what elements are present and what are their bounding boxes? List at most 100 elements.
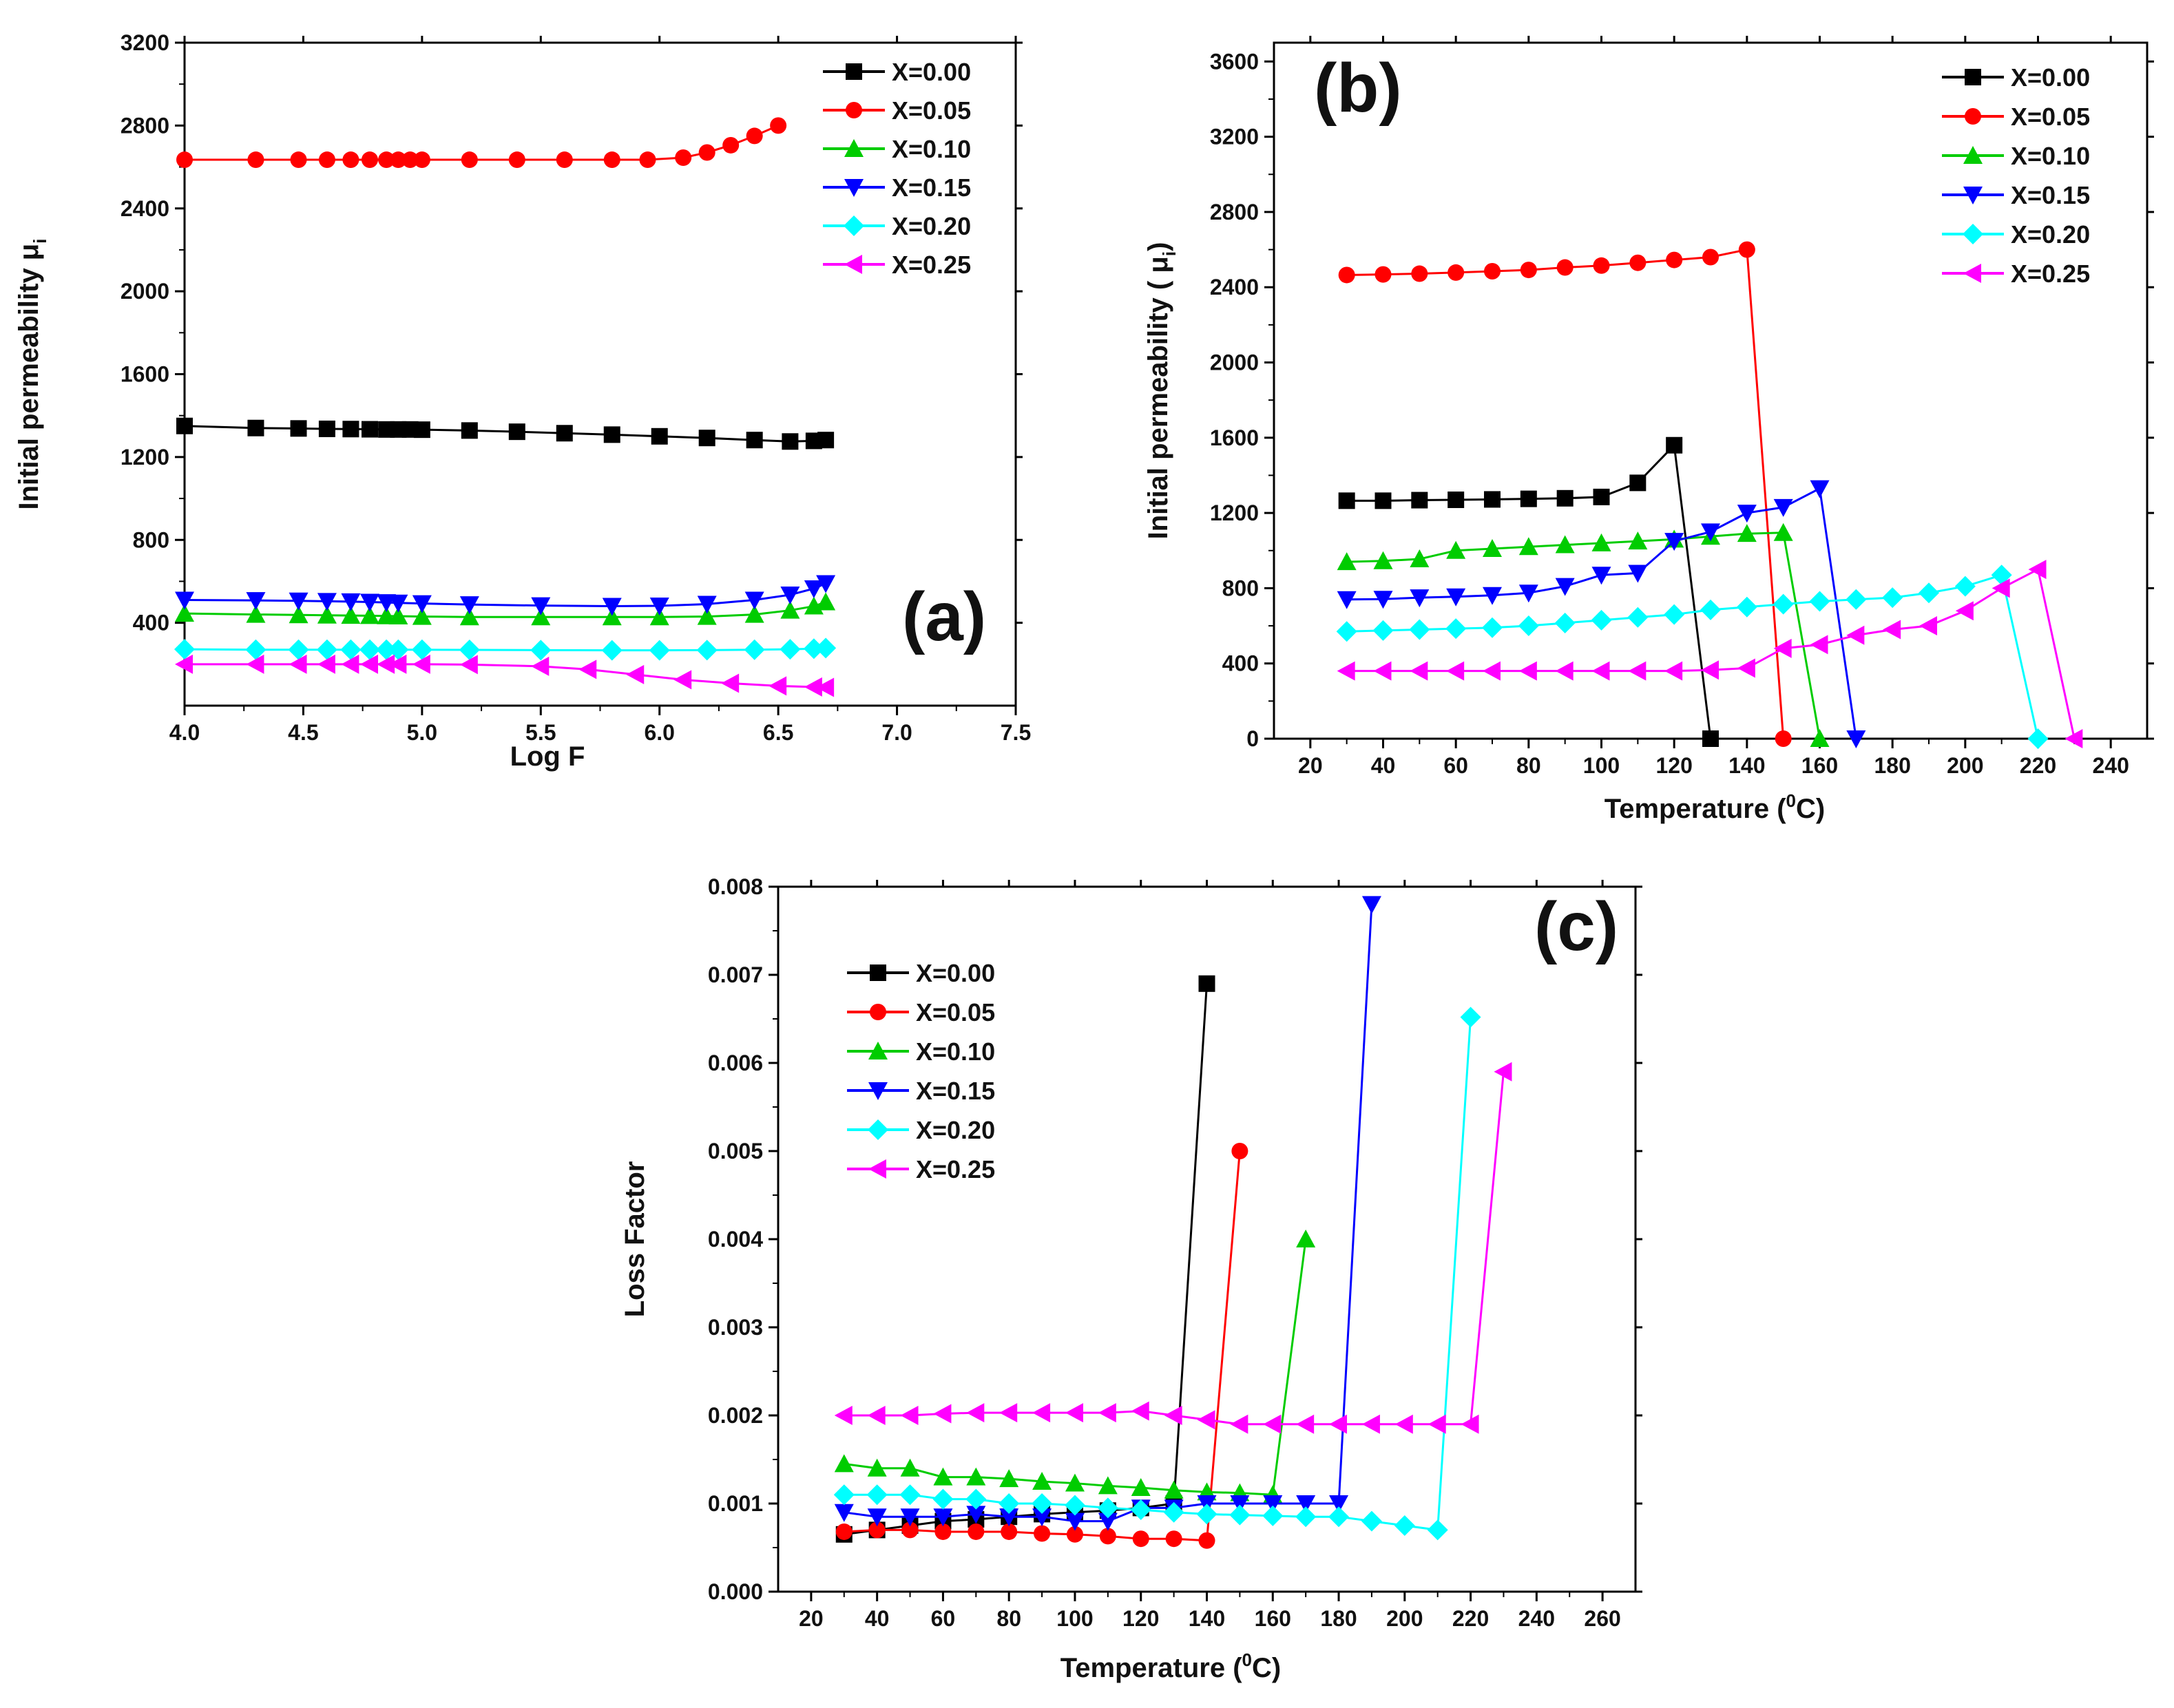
data-point [1809,591,1830,612]
data-point [1702,249,1719,266]
data-point [721,673,740,693]
legend-marker [870,964,886,981]
data-point [651,428,668,445]
legend-label: X=0.15 [916,1077,995,1105]
data-point [2028,560,2047,580]
data-point [1593,488,1610,505]
x-tick-label: 260 [1584,1606,1620,1631]
data-point [461,151,478,169]
data-point [782,433,799,450]
data-point [1556,259,1574,276]
y-tick-label: 400 [1222,651,1259,676]
data-point [1483,661,1501,681]
series-X=0.10 [1337,523,1830,747]
data-point [1593,257,1610,274]
data-point [1810,635,1828,655]
y-tick-label: 0.003 [708,1315,763,1340]
x-tick-label: 4.0 [169,720,200,745]
data-point [1460,1006,1481,1028]
data-point [289,605,309,624]
data-point [867,1508,887,1527]
data-point [966,1403,985,1423]
y-tick-label: 3600 [1210,49,1259,74]
chart-panel-2: 20 40 60 80 100 120 140 160 180 200 220 24004008001… [1143,36,2154,824]
legend-label: X=0.25 [892,251,971,279]
x-tick-label: 4.5 [288,720,318,745]
x-tick-label: 160 [1801,753,1838,778]
x-tick-label: 100 [1583,753,1620,778]
data-point [175,654,193,674]
data-point [531,597,551,615]
data-point [1132,1530,1149,1548]
x-axis-label-end: C) [1796,794,1825,824]
y-tick-label: 400 [133,611,169,635]
legend-marker [1963,187,1983,204]
data-point [459,596,479,615]
data-point [1165,1530,1182,1548]
data-point [1296,1230,1316,1247]
data-point [1198,1532,1215,1549]
series-X=0.20 [1336,565,2049,749]
data-point [1629,254,1647,271]
data-point [1518,537,1538,556]
data-point [934,1523,952,1540]
data-point [1700,599,1721,620]
data-point [1410,549,1430,568]
data-point [601,640,623,661]
data-point [1737,505,1757,523]
mu-symbol: μ [1143,256,1173,281]
data-point [1338,492,1355,509]
series-X=0.05 [1338,241,1792,747]
legend-marker [844,139,864,157]
legend-label: X=0.00 [892,58,971,86]
x-axis-label-main: Log F [510,741,585,772]
data-point [1628,531,1648,550]
data-point [412,595,432,613]
data-point [318,420,335,437]
x-tick-label: 140 [1189,1606,1225,1631]
legend-marker [868,1119,888,1140]
data-point [1231,1143,1248,1159]
data-point [1701,660,1719,680]
y-axis-label: Loss Factor [620,1161,650,1318]
y-tick-label: 3200 [121,30,169,55]
data-point [531,607,551,626]
data-point [1738,241,1755,258]
data-point [1555,578,1575,596]
x-tick-label: 20 [799,1606,824,1631]
x-tick-label: 120 [1655,753,1692,778]
series-line [184,646,826,652]
data-point [378,151,395,169]
data-point [866,1484,888,1506]
data-point [1263,1414,1282,1434]
data-point [412,607,432,625]
x-axis-label-end: C) [1252,1653,1281,1683]
data-point [1701,523,1720,542]
data-point [816,677,835,697]
y-tick-label: 0.007 [708,962,763,987]
data-point [401,151,419,169]
data-point [602,598,622,616]
x-tick-label: 20 [1298,753,1323,778]
data-point [359,593,379,612]
data-point [530,640,552,661]
data-point [556,151,573,169]
data-point [1131,1477,1151,1496]
data-point [901,1521,919,1539]
data-point [1409,619,1430,640]
legend-marker [844,215,864,236]
y-tick-label: 800 [1222,576,1259,600]
data-point [1484,262,1501,280]
data-point [1229,1504,1251,1526]
data-point [1591,661,1610,681]
data-point [1296,1414,1315,1434]
data-point [508,151,525,169]
data-point [602,607,622,626]
data-point [289,654,307,674]
data-point [1263,1495,1283,1513]
series-line [1346,531,1821,739]
legend-marker [1963,264,1981,283]
data-point [1628,565,1648,583]
x-axis-label: Temperature (0C) [1605,790,1825,824]
